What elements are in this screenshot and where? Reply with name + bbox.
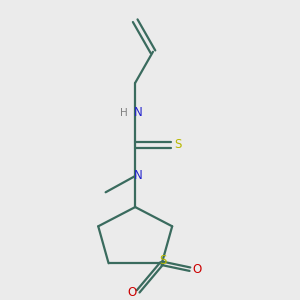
- Text: N: N: [134, 106, 142, 119]
- Text: N: N: [134, 169, 142, 182]
- Text: H: H: [120, 108, 128, 118]
- Text: O: O: [193, 263, 202, 276]
- Text: S: S: [160, 254, 167, 267]
- Text: S: S: [174, 138, 182, 151]
- Text: O: O: [128, 286, 137, 299]
